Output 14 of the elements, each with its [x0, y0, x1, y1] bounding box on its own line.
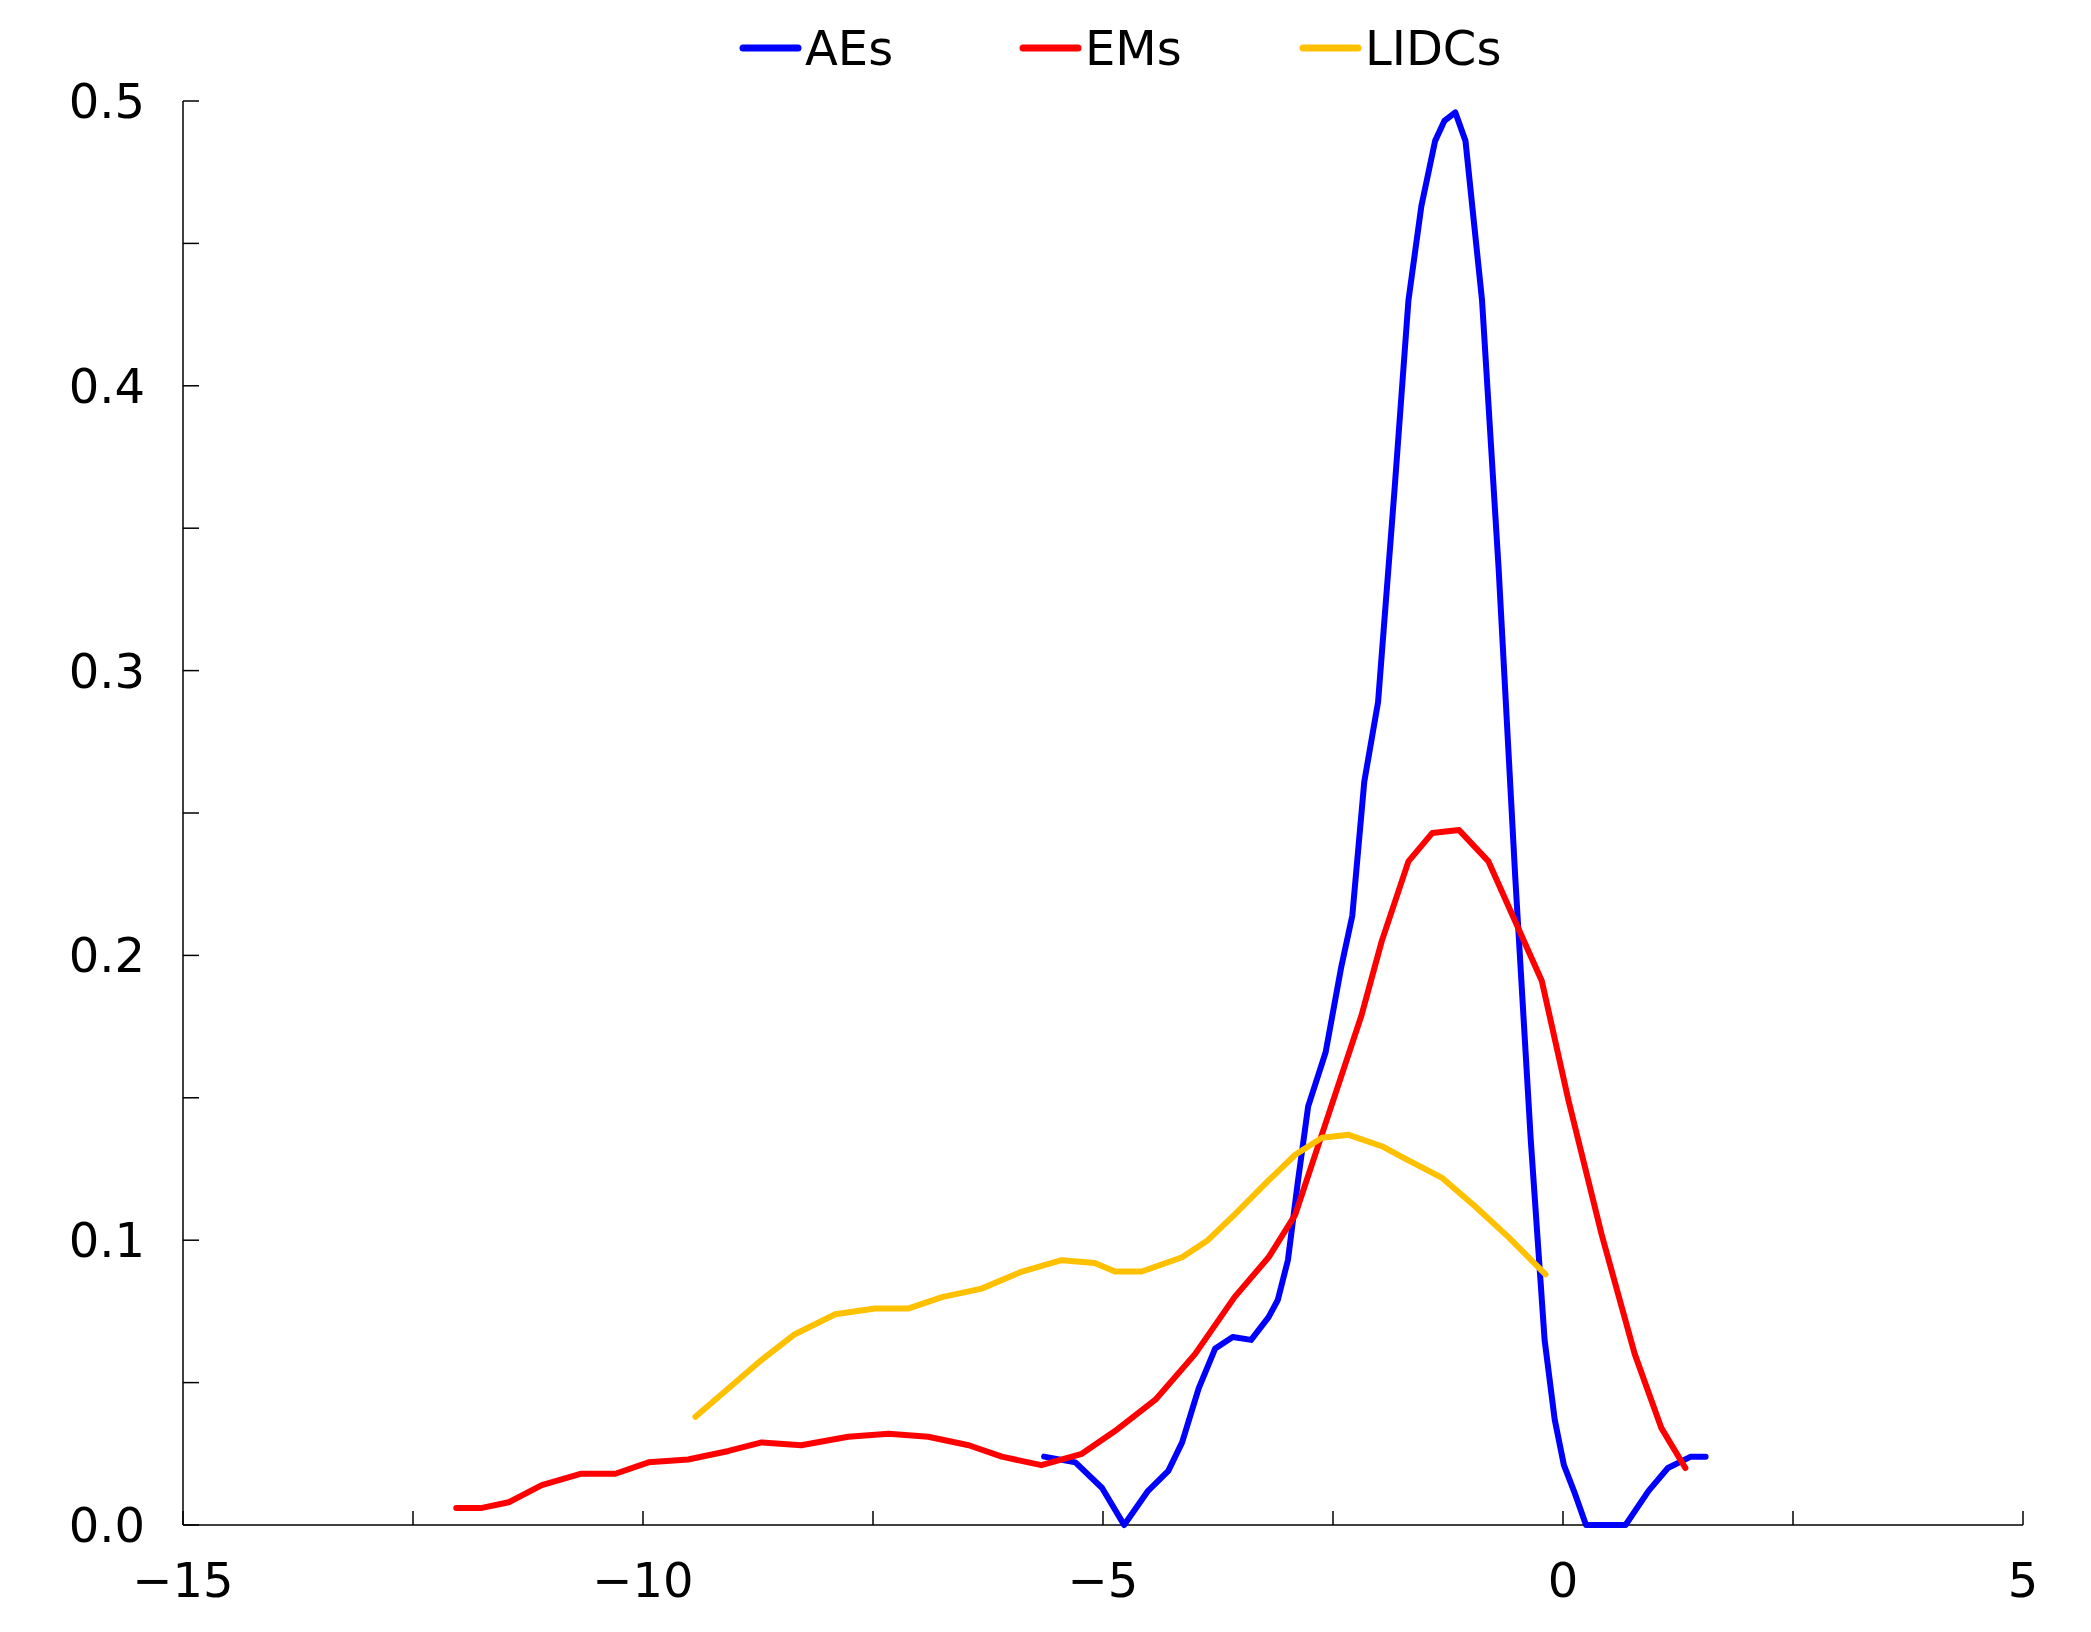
y-tick-label: 0.2 — [68, 927, 145, 984]
y-tick-label: 0.4 — [68, 357, 145, 414]
y-tick-label: 0.3 — [68, 642, 145, 699]
legend-label: AEs — [805, 20, 894, 76]
x-tick-label: 5 — [2007, 1552, 2039, 1608]
x-tick-label: 0 — [1547, 1552, 1579, 1608]
legend-label: EMs — [1085, 20, 1182, 76]
y-tick-label: 0.0 — [68, 1497, 145, 1553]
x-tick-label: −10 — [592, 1552, 694, 1608]
y-tick-label: 0.1 — [68, 1212, 145, 1269]
x-tick-label: −5 — [1067, 1552, 1139, 1608]
y-tick-label: 0.5 — [68, 73, 145, 129]
legend-label: LIDCs — [1365, 20, 1502, 76]
x-tick-label: −15 — [132, 1552, 234, 1608]
